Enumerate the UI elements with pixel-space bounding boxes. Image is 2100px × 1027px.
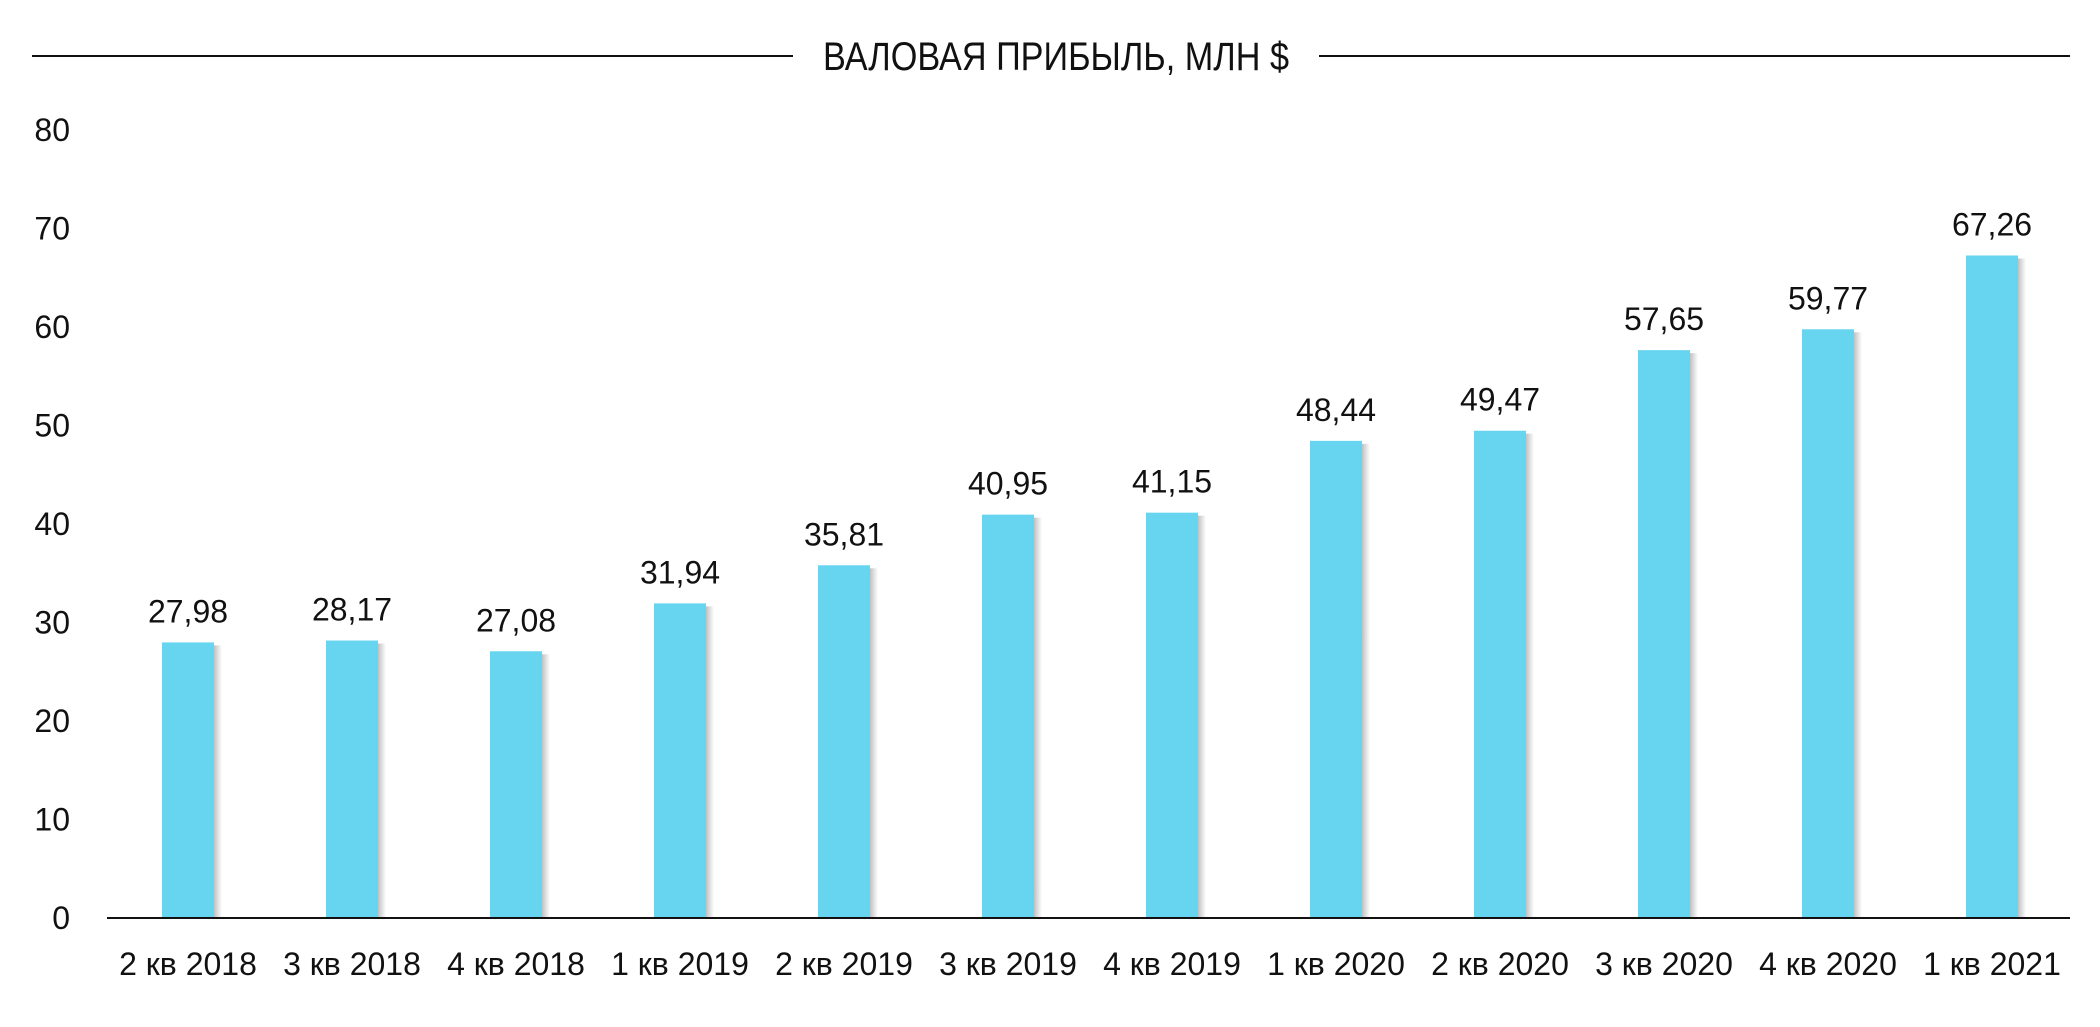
bar-value-label: 35,81 bbox=[804, 516, 884, 552]
x-tick-label: 2 кв 2020 bbox=[1431, 946, 1569, 982]
bar-shadow bbox=[706, 606, 714, 918]
bar-value-label: 28,17 bbox=[312, 592, 392, 628]
x-tick-label: 4 кв 2018 bbox=[447, 946, 585, 982]
bar-shadow bbox=[542, 654, 550, 918]
y-tick-label: 80 bbox=[34, 112, 70, 148]
bar-shadow bbox=[214, 645, 222, 918]
y-axis-tick-labels: 0 10 20 30 40 50 60 70 80 bbox=[34, 112, 70, 936]
x-tick-label: 3 кв 2018 bbox=[283, 946, 421, 982]
bar bbox=[818, 565, 870, 918]
bar bbox=[1146, 512, 1198, 918]
chart-title: ВАЛОВАЯ ПРИБЫЛЬ, МЛН $ bbox=[823, 35, 1289, 79]
x-tick-label: 1 кв 2019 bbox=[611, 946, 749, 982]
bar-value-label: 67,26 bbox=[1952, 206, 2032, 242]
bar bbox=[162, 642, 214, 918]
bar-shadow bbox=[1198, 515, 1206, 918]
bar bbox=[490, 651, 542, 918]
x-tick-label: 3 кв 2019 bbox=[939, 946, 1077, 982]
y-tick-label: 60 bbox=[34, 309, 70, 345]
bar-value-label: 57,65 bbox=[1624, 301, 1704, 337]
y-tick-label: 50 bbox=[34, 408, 70, 444]
bar-value-label: 31,94 bbox=[640, 554, 720, 590]
bar bbox=[1966, 255, 2018, 918]
x-tick-label: 3 кв 2020 bbox=[1595, 946, 1733, 982]
value-labels-group: 27,98 28,17 27,08 31,94 35,81 40,95 41,15 48,44… bbox=[148, 206, 2032, 638]
title-group: ВАЛОВАЯ ПРИБЫЛЬ, МЛН $ bbox=[32, 35, 2070, 79]
bars-group bbox=[162, 255, 2026, 919]
y-tick-label: 30 bbox=[34, 605, 70, 641]
bar-value-label: 27,98 bbox=[148, 593, 228, 629]
x-tick-label: 2 кв 2018 bbox=[119, 946, 257, 982]
bar bbox=[1474, 430, 1526, 918]
bar bbox=[326, 640, 378, 918]
bar-value-label: 59,77 bbox=[1788, 280, 1868, 316]
bar-shadow bbox=[1526, 433, 1534, 918]
bar-value-label: 40,95 bbox=[968, 466, 1048, 502]
bar-value-label: 27,08 bbox=[476, 602, 556, 638]
bar bbox=[1310, 440, 1362, 918]
x-tick-label: 1 кв 2020 bbox=[1267, 946, 1405, 982]
x-tick-label: 1 кв 2021 bbox=[1923, 946, 2061, 982]
y-tick-label: 20 bbox=[34, 703, 70, 739]
x-tick-label: 4 кв 2019 bbox=[1103, 946, 1241, 982]
bar-value-label: 49,47 bbox=[1460, 382, 1540, 418]
y-tick-label: 0 bbox=[52, 900, 70, 936]
bar bbox=[1802, 329, 1854, 918]
bar bbox=[982, 514, 1034, 918]
y-tick-label: 40 bbox=[34, 506, 70, 542]
bar-shadow bbox=[870, 568, 878, 918]
bar-value-label: 41,15 bbox=[1132, 464, 1212, 500]
bar-shadow bbox=[1854, 332, 1862, 918]
x-tick-label: 4 кв 2020 bbox=[1759, 946, 1897, 982]
bar-shadow bbox=[2018, 258, 2026, 918]
x-tick-label: 2 кв 2019 bbox=[775, 946, 913, 982]
bar-shadow bbox=[1690, 353, 1698, 919]
bar bbox=[654, 603, 706, 918]
bar-shadow bbox=[1362, 443, 1370, 918]
x-axis-tick-labels: 2 кв 2018 3 кв 2018 4 кв 2018 1 кв 2019 2 кв… bbox=[119, 946, 2061, 982]
bar-shadow bbox=[1034, 517, 1042, 918]
bar bbox=[1638, 350, 1690, 919]
bar-shadow bbox=[378, 643, 386, 918]
bar-value-label: 48,44 bbox=[1296, 392, 1376, 428]
y-tick-label: 70 bbox=[34, 211, 70, 247]
y-tick-label: 10 bbox=[34, 802, 70, 838]
